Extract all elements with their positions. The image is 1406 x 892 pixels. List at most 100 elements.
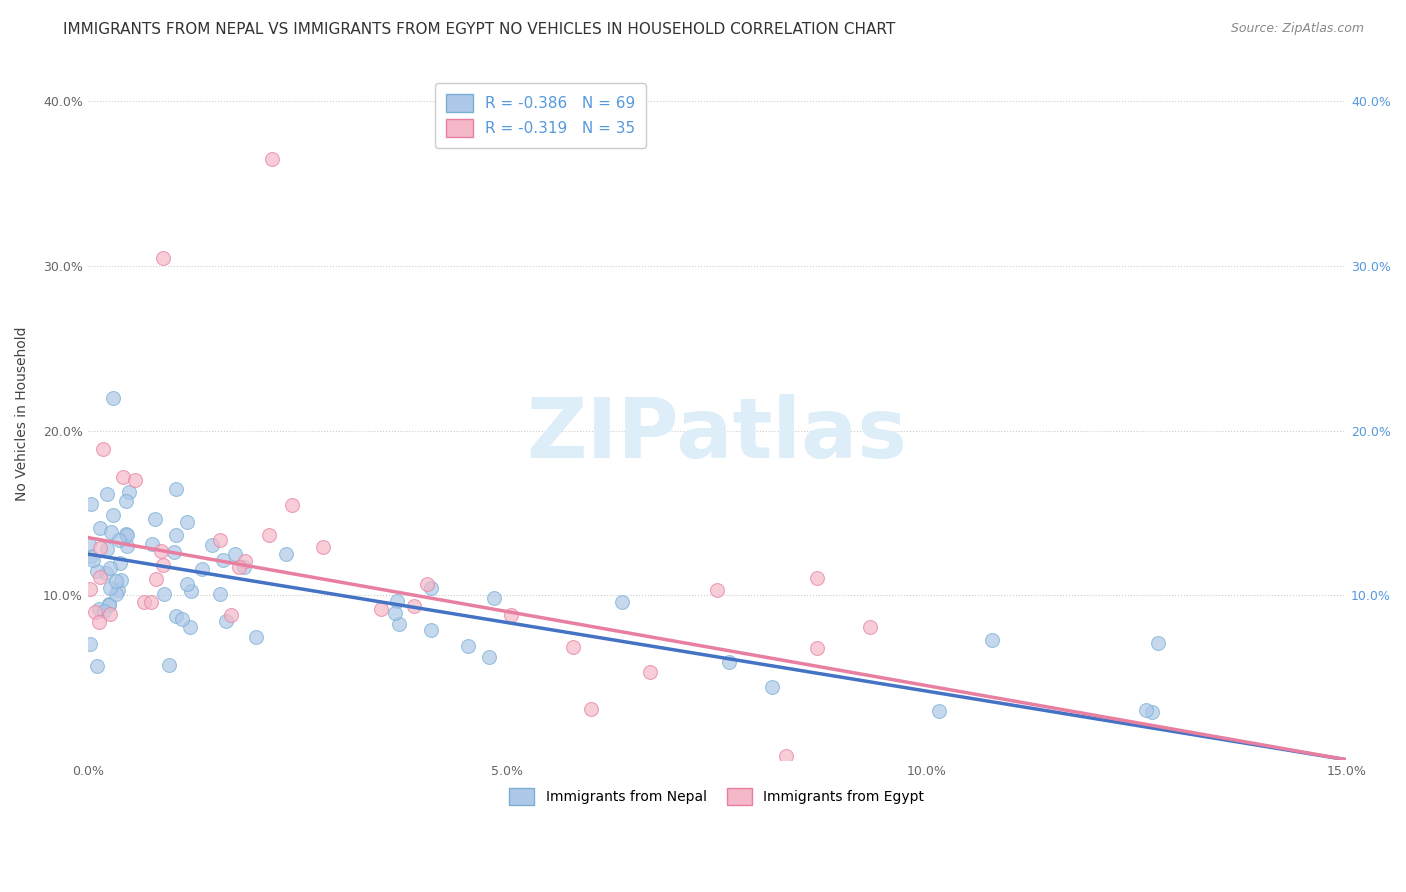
- Point: [107, 583, 129, 598]
- Point: [245, 630, 267, 644]
- Point: [77, 537, 100, 551]
- Point: [420, 623, 443, 637]
- Point: [89, 521, 111, 535]
- Point: [153, 586, 176, 600]
- Point: [100, 524, 122, 539]
- Point: [579, 702, 602, 716]
- Point: [89, 615, 111, 629]
- Point: [180, 584, 202, 599]
- Point: [806, 571, 828, 585]
- Point: [482, 591, 505, 605]
- Point: [86, 564, 108, 578]
- Point: [311, 540, 333, 554]
- Point: [141, 537, 163, 551]
- Text: Source: ZipAtlas.com: Source: ZipAtlas.com: [1230, 22, 1364, 36]
- Point: [478, 650, 501, 665]
- Point: [761, 680, 783, 694]
- Point: [110, 556, 132, 570]
- Point: [928, 704, 950, 718]
- Point: [96, 487, 118, 501]
- Point: [114, 494, 136, 508]
- Point: [775, 749, 797, 764]
- Point: [215, 614, 238, 628]
- Point: [101, 508, 124, 522]
- Point: [561, 640, 583, 655]
- Point: [96, 541, 118, 556]
- Point: [384, 606, 406, 620]
- Point: [1147, 636, 1170, 650]
- Point: [79, 549, 101, 564]
- Point: [612, 595, 634, 609]
- Point: [101, 391, 124, 405]
- Point: [115, 539, 138, 553]
- Point: [276, 547, 298, 561]
- Point: [112, 470, 135, 484]
- Point: [98, 607, 121, 621]
- Point: [190, 562, 212, 576]
- Point: [87, 602, 110, 616]
- Point: [257, 528, 280, 542]
- Point: [859, 620, 882, 634]
- Point: [152, 251, 174, 265]
- Point: [89, 570, 111, 584]
- Point: [224, 547, 246, 561]
- Point: [79, 582, 101, 596]
- Point: [143, 512, 166, 526]
- Point: [93, 604, 115, 618]
- Point: [94, 566, 117, 581]
- Point: [97, 598, 120, 612]
- Point: [82, 552, 104, 566]
- Point: [170, 612, 193, 626]
- Point: [219, 607, 242, 622]
- Point: [97, 597, 120, 611]
- Point: [139, 595, 162, 609]
- Point: [1135, 703, 1157, 717]
- Point: [806, 640, 828, 655]
- Point: [89, 541, 111, 555]
- Point: [105, 587, 128, 601]
- Point: [165, 609, 187, 624]
- Point: [387, 617, 409, 632]
- Point: [706, 583, 728, 598]
- Point: [201, 538, 224, 552]
- Point: [176, 515, 198, 529]
- Point: [152, 558, 174, 572]
- Text: IMMIGRANTS FROM NEPAL VS IMMIGRANTS FROM EGYPT NO VEHICLES IN HOUSEHOLD CORRELAT: IMMIGRANTS FROM NEPAL VS IMMIGRANTS FROM…: [63, 22, 896, 37]
- Y-axis label: No Vehicles in Household: No Vehicles in Household: [15, 326, 30, 501]
- Point: [91, 442, 114, 457]
- Point: [640, 665, 662, 680]
- Point: [117, 528, 139, 542]
- Point: [981, 633, 1004, 648]
- Point: [499, 608, 522, 623]
- Point: [209, 587, 232, 601]
- Point: [84, 605, 107, 619]
- Point: [86, 659, 108, 673]
- Text: ZIPatlas: ZIPatlas: [526, 394, 907, 475]
- Point: [176, 577, 198, 591]
- Point: [228, 559, 250, 574]
- Point: [179, 620, 201, 634]
- Point: [98, 581, 121, 595]
- Point: [718, 655, 741, 669]
- Point: [118, 484, 141, 499]
- Point: [457, 639, 479, 653]
- Point: [80, 497, 103, 511]
- Point: [163, 545, 186, 559]
- Point: [114, 527, 136, 541]
- Point: [262, 152, 284, 166]
- Point: [104, 574, 127, 588]
- Point: [79, 637, 101, 651]
- Point: [387, 594, 409, 608]
- Legend: Immigrants from Nepal, Immigrants from Egypt: Immigrants from Nepal, Immigrants from E…: [499, 779, 934, 815]
- Point: [98, 561, 121, 575]
- Point: [404, 599, 426, 614]
- Point: [233, 554, 256, 568]
- Point: [132, 595, 155, 609]
- Point: [124, 473, 146, 487]
- Point: [232, 560, 254, 574]
- Point: [1142, 705, 1164, 719]
- Point: [165, 482, 187, 496]
- Point: [370, 602, 392, 616]
- Point: [212, 552, 235, 566]
- Point: [281, 498, 304, 512]
